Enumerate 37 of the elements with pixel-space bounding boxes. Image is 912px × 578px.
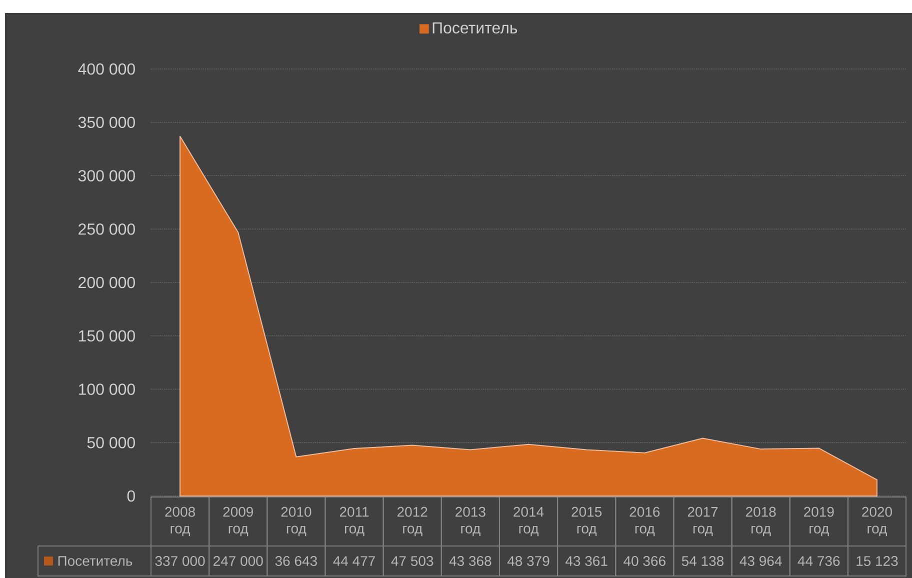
data-label: 44 477	[333, 556, 375, 566]
data-label: 48 379	[507, 556, 550, 566]
data-label: 43 368	[449, 556, 492, 566]
data-label: 47 503	[391, 556, 434, 566]
y-tick-label: 100 000	[79, 384, 135, 395]
x-tick-label: 2014 год	[514, 506, 544, 536]
y-tick-label: 350 000	[78, 116, 135, 128]
data-label: 337 000	[155, 556, 205, 566]
y-tick-label: 300 000	[78, 170, 135, 182]
x-tick-label: 2012 год	[398, 506, 428, 536]
x-tick-label: 2013 год	[456, 506, 486, 536]
y-tick-label: 200 000	[78, 276, 135, 288]
x-tick-label: 2011 год	[340, 506, 369, 536]
y-tick-label: 50 000	[87, 436, 135, 448]
x-tick-label: 2016 год	[630, 506, 660, 536]
data-label: 40 366	[624, 556, 666, 566]
text: Посетитель	[58, 556, 132, 566]
x-tick-label: 2015 год	[572, 506, 602, 536]
y-tick-label: 0	[127, 490, 136, 502]
x-tick-label: 2009 год	[223, 506, 254, 536]
y-tick-label: 150 000	[79, 330, 135, 342]
data-label: 43 964	[740, 556, 782, 566]
x-tick-label: 2020 год	[862, 506, 892, 536]
x-tick-label: 2018 год	[746, 506, 776, 536]
data-label: 43 361	[565, 556, 608, 566]
x-tick-label: 2008 год	[165, 506, 195, 536]
legend-label: Посетитель	[432, 22, 518, 34]
data-label: 15 123	[856, 556, 898, 566]
data-label: 54 138	[682, 556, 724, 566]
y-tick-label: 400 000	[78, 63, 135, 75]
data-label: 44 736	[798, 556, 840, 566]
data-label: 36 643	[275, 556, 317, 566]
y-tick-label: 250 000	[78, 223, 135, 235]
data-label: 247 000	[214, 556, 263, 566]
x-tick-label: 2017 год	[688, 506, 718, 536]
x-tick-label: 2010 год	[281, 506, 312, 536]
x-tick-label: 2019 год	[804, 506, 834, 536]
